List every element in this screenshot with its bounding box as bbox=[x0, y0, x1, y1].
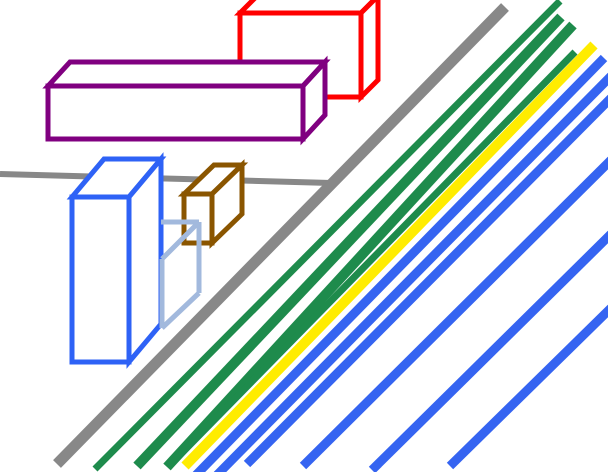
blue-stripe-2 bbox=[213, 72, 608, 472]
red-box-right-face bbox=[358, 0, 381, 104]
gray-horizontal-line bbox=[0, 171, 332, 186]
blue-stripe-4 bbox=[299, 156, 608, 470]
purple-box-front-face bbox=[45, 83, 306, 142]
green-stripe-4 bbox=[169, 49, 578, 466]
blue-stripe-6 bbox=[446, 304, 608, 470]
green-stripe-1 bbox=[92, 0, 563, 472]
yellow-stripe bbox=[181, 41, 598, 470]
green-stripe-2 bbox=[133, 13, 565, 470]
blue-stripe-5 bbox=[368, 230, 608, 472]
light-blue-box-edge-2 bbox=[160, 220, 201, 261]
blue-box-front-face bbox=[69, 194, 132, 365]
blue-box-right-face bbox=[126, 152, 164, 369]
purple-box-top-face bbox=[42, 59, 331, 89]
gray-diagonal-line bbox=[53, 3, 509, 468]
light-blue-box-edge-5 bbox=[160, 291, 201, 330]
blue-stripe-1 bbox=[192, 54, 608, 472]
blue-stripe-3 bbox=[243, 94, 608, 468]
green-stripe-3 bbox=[163, 21, 577, 471]
